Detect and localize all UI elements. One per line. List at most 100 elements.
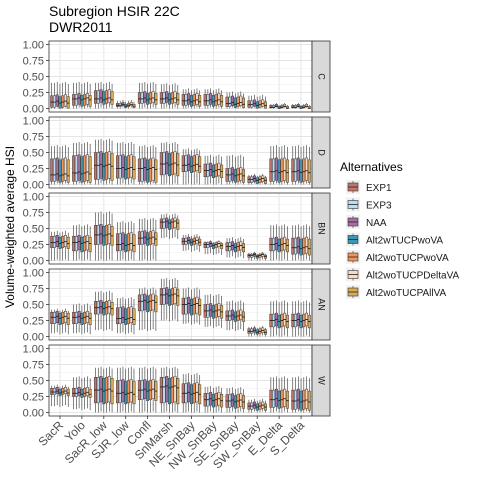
box-alt2wtucpwova — [233, 97, 237, 108]
y-tick-label: 1.00 — [23, 116, 44, 128]
box-exp3 — [162, 218, 166, 229]
box-alt2wtucpwova — [124, 381, 128, 405]
box-alt2wotucpwova — [280, 105, 284, 109]
panel-bn: 0.00 0.25 0.50 0.75 1.00 BN — [23, 192, 331, 268]
box-alt2wtucpwova — [190, 95, 193, 107]
y-tick-label: 1.00 — [23, 344, 44, 356]
box-naa — [143, 91, 147, 103]
legend-label: Alt2woTUCPAllVA — [366, 288, 447, 299]
y-tick-label: 0.25 — [23, 164, 44, 176]
box-alt2wtucpwova — [299, 238, 303, 256]
box-alt2wtucpwova — [102, 91, 106, 105]
box-exp1 — [72, 94, 76, 106]
box-alt2wotucpdeltava — [151, 157, 155, 181]
box-exp1 — [72, 311, 76, 324]
box-exp1 — [269, 105, 273, 109]
facet-strip — [311, 192, 331, 265]
box-alt2wotucpallva — [132, 156, 136, 180]
box-alt2wotucpdeltava — [85, 154, 89, 181]
box-alt2wotucpwova — [127, 380, 130, 404]
box-alt2wotucpdeltava — [305, 236, 309, 254]
box-exp3 — [118, 307, 122, 324]
box-naa — [209, 241, 213, 247]
box-alt2wotucpdeltava — [129, 306, 133, 323]
box-exp1 — [269, 389, 273, 408]
y-tick-label: 1.00 — [23, 192, 44, 204]
box-exp3 — [184, 155, 188, 172]
box-alt2wotucpwova — [127, 233, 130, 252]
box-alt2wotucpwova — [170, 377, 174, 404]
box-naa — [231, 95, 234, 106]
legend: EXP1 EXP3 NAA Alt2wTUCPwoVA Alt2woTUCPwoVA Al… — [346, 180, 460, 299]
facet-strip-label: AN — [317, 298, 327, 311]
box-exp3 — [272, 158, 276, 182]
box-naa — [77, 154, 81, 181]
box-alt2wotucpallva — [66, 96, 70, 109]
facet-strip-label: BN — [317, 222, 327, 235]
box-alt2wtucpwova — [80, 236, 84, 253]
box-alt2wtucpwova — [58, 159, 62, 183]
box-naa — [121, 306, 125, 323]
box-alt2wtucpwova — [58, 96, 62, 109]
box-exp3 — [272, 389, 276, 408]
box-exp3 — [74, 155, 78, 182]
y-tick-label: 0.00 — [23, 332, 44, 344]
box-alt2wotucpallva — [88, 95, 92, 107]
box-exp3 — [162, 288, 166, 305]
box-alt2wotucpwova — [148, 92, 152, 104]
box-alt2wotucpallva — [66, 236, 70, 249]
box-exp3 — [140, 158, 144, 182]
y-tick-label: 1.00 — [23, 268, 44, 280]
y-tick-label: 0.00 — [23, 408, 44, 420]
box-naa — [165, 376, 169, 403]
box-alt2wotucpdeltava — [305, 388, 309, 409]
box-alt2wotucpallva — [198, 156, 202, 173]
y-tick-label: 0.50 — [23, 148, 44, 160]
box-naa — [165, 287, 169, 304]
box-alt2wotucpallva — [154, 93, 158, 105]
box-alt2wtucpwova — [190, 156, 193, 173]
box-alt2wotucpwova — [127, 307, 130, 324]
box-naa — [274, 104, 278, 108]
box-alt2wotucpdeltava — [107, 89, 111, 103]
box-alt2wtucpwova — [80, 388, 84, 398]
box-alt2wotucpdeltava — [64, 310, 67, 323]
y-tick-label: 0.25 — [23, 88, 44, 100]
legend-label: EXP3 — [366, 201, 392, 212]
box-alt2wotucpdeltava — [283, 388, 287, 407]
box-alt2wotucpwova — [61, 95, 65, 108]
box-exp3 — [140, 294, 144, 312]
box-naa — [99, 89, 103, 103]
box-alt2wotucpallva — [66, 159, 70, 183]
box-alt2wotucpwova — [280, 158, 284, 182]
box-naa — [55, 94, 59, 107]
box-naa — [253, 99, 256, 107]
box-alt2wotucpallva — [88, 156, 92, 183]
box-alt2wtucpwova — [124, 308, 128, 325]
box-alt2wotucpwova — [83, 94, 87, 106]
box-exp3 — [250, 100, 254, 108]
box-alt2wotucpwova — [61, 387, 65, 395]
legend-label: Alt2wTUCPwoVA — [366, 236, 443, 247]
box-alt2wotucpallva — [176, 219, 180, 230]
box-alt2wtucpwova — [146, 93, 150, 105]
box-exp3 — [118, 380, 122, 404]
box-naa — [187, 154, 191, 171]
box-naa — [296, 157, 300, 181]
box-alt2wotucpdeltava — [195, 154, 199, 171]
box-alt2wotucpwova — [61, 311, 65, 324]
box-alt2wotucpdeltava — [173, 91, 177, 103]
box-alt2wotucpdeltava — [217, 93, 221, 105]
box-exp1 — [269, 158, 273, 182]
box-exp3 — [272, 105, 276, 109]
box-alt2wotucpwova — [192, 155, 196, 172]
facet-strip — [311, 268, 331, 341]
box-alt2wotucpwova — [148, 294, 152, 312]
facet-strip-label: W — [317, 376, 327, 385]
box-alt2wotucpallva — [88, 388, 92, 398]
box-naa — [296, 104, 300, 108]
box-alt2wotucpdeltava — [151, 293, 155, 311]
box-alt2wotucpwova — [61, 235, 65, 248]
box-alt2wotucpallva — [307, 238, 311, 256]
